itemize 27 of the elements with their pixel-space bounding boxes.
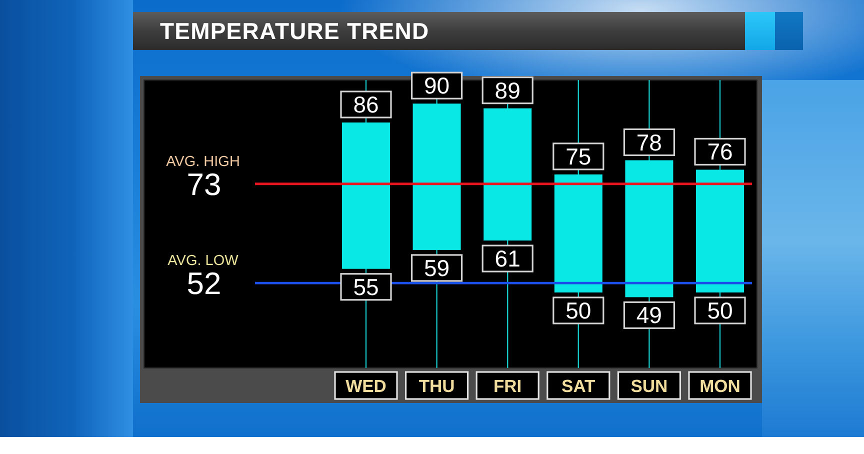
bar — [554, 174, 602, 292]
annotation: 50 — [707, 297, 733, 324]
ref-line-label: AVG. HIGH — [166, 154, 240, 170]
x-tick-label: THU — [418, 376, 455, 396]
annotation: 61 — [494, 246, 520, 272]
annotation: 75 — [566, 143, 592, 170]
bar — [696, 170, 744, 292]
x-tick-label: MON — [700, 376, 740, 396]
annotation: 90 — [424, 72, 450, 99]
x-tick-label: FRI — [494, 376, 522, 396]
annotation: 86 — [353, 91, 379, 118]
x-tick-label: SUN — [630, 376, 668, 396]
annotation: 76 — [707, 138, 733, 165]
bar — [342, 122, 390, 269]
annotation: 89 — [494, 77, 520, 104]
x-tick-label: WED — [346, 376, 386, 396]
annotation: 55 — [353, 274, 379, 300]
bar — [412, 104, 461, 250]
chart-title: TEMPERATURE TREND — [160, 17, 430, 46]
bar — [625, 160, 674, 298]
bar — [484, 108, 532, 241]
annotation: 50 — [566, 297, 592, 324]
x-tick-label: SAT — [562, 376, 596, 396]
annotation: 59 — [424, 254, 450, 281]
y-tick-label: 73 — [186, 167, 222, 202]
annotation: 78 — [636, 129, 662, 156]
annotation: 49 — [636, 302, 662, 328]
